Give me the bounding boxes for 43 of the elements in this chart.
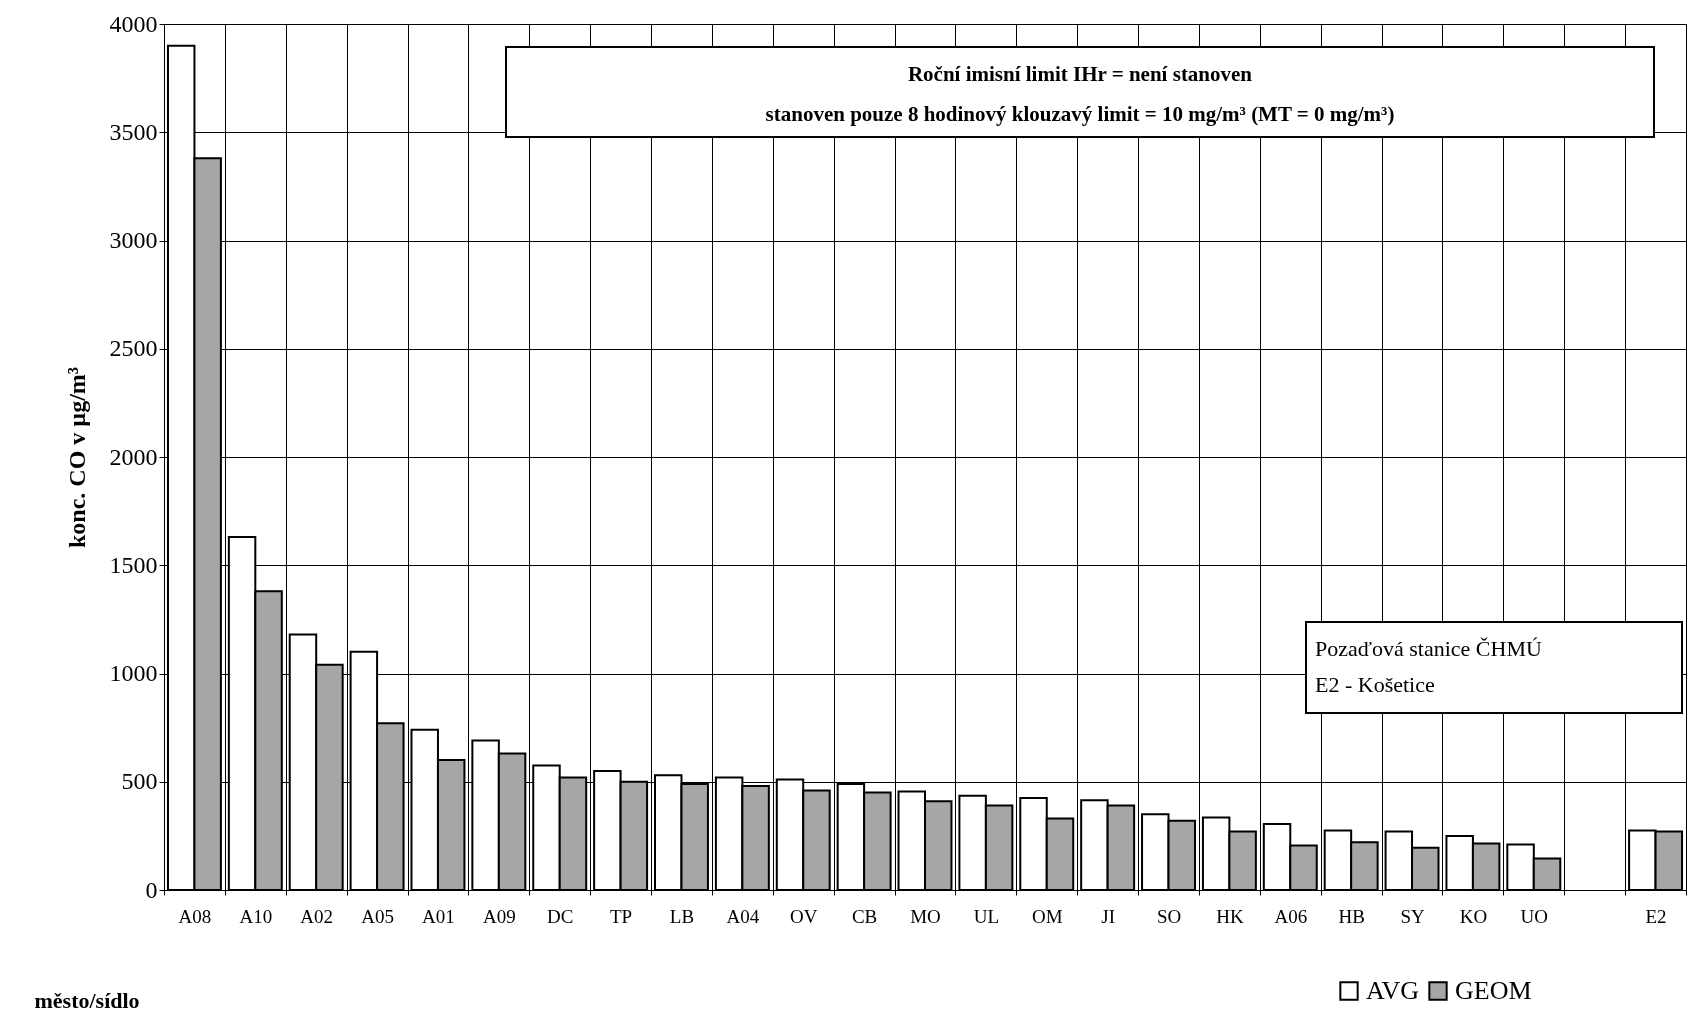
x-tick-label: A01 (422, 905, 455, 927)
annotation: stanoven pouze 8 hodinový klouzavý limit = 10 mg/m³ (MT = 0 mg/m³) (764, 101, 1396, 128)
x-tick-label: UL (973, 905, 1000, 927)
y-tick-label: 3000 (109, 227, 158, 253)
x-tick-label: MO (910, 905, 941, 927)
x-tick-label: A09 (482, 905, 516, 927)
x-tick-label: A10 (239, 905, 273, 927)
x-tick-label: HK (1216, 905, 1244, 927)
x-tick-label: KO (1459, 905, 1488, 927)
x-tick-label: A02 (300, 905, 334, 927)
x-tick-label: TP (610, 905, 633, 927)
x-tick-label: SY (1400, 905, 1425, 927)
annotation: E2 - Košetice (1315, 671, 1436, 699)
y-tick-label: 1000 (109, 660, 158, 686)
x-tick-label: SO (1156, 905, 1182, 927)
y-tick-label: 0 (145, 876, 158, 903)
annotation: Pozaďová stanice ČHMÚ (1315, 635, 1543, 663)
x-tick-label: CB (851, 905, 878, 927)
y-tick-label: 1500 (109, 551, 158, 578)
x-tick-label: A05 (361, 905, 394, 927)
x-tick-label: OM (1031, 905, 1063, 927)
x-tick-label: A06 (1274, 905, 1308, 927)
x-tick-label: A08 (178, 905, 212, 927)
note-box: Roční imisní limit IHr = není stanoven stanoven pouze 8 hodinový klouzavý limit = 10 mg/m³ (MT = 0 mg/m³) (505, 46, 1655, 138)
legend-label: GEOM (1455, 976, 1532, 1005)
x-tick-label: JI (1101, 905, 1116, 927)
x-tick-label: A04 (726, 905, 760, 927)
x-axis-title: město/sídlo (34, 987, 140, 1013)
y-tick-label: 3500 (109, 118, 158, 145)
note-box: Pozaďová stanice ČHMÚ E2 - Košetice (1305, 621, 1683, 714)
x-tick-label: HB (1338, 905, 1365, 927)
y-tick-label: 2000 (109, 443, 158, 470)
annotation: Roční imisní limit IHr = není stanoven (906, 61, 1254, 88)
x-tick-label: OV (790, 905, 818, 927)
x-tick-label: LB (669, 905, 695, 927)
x-tick-label: E2 (1645, 905, 1667, 927)
y-tick-label: 500 (121, 768, 158, 795)
y-axis-title: konc. CO v µg/m³ (63, 366, 90, 549)
x-tick-label: UO (1520, 905, 1549, 927)
legend-label: AVG (1366, 976, 1419, 1005)
y-tick-label: 4000 (109, 10, 158, 37)
x-tick-label: DC (547, 905, 574, 927)
y-tick-label: 2500 (109, 335, 158, 362)
